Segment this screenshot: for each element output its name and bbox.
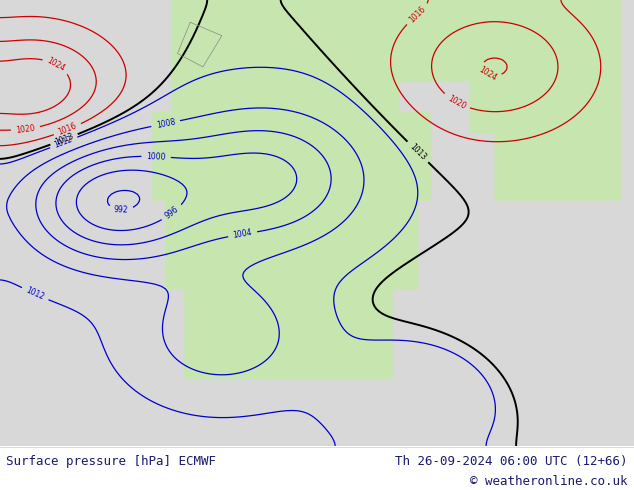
Text: 992: 992 [113, 205, 129, 215]
Text: 1008: 1008 [155, 117, 176, 130]
Text: 1000: 1000 [146, 152, 166, 162]
Text: 1013: 1013 [408, 142, 428, 162]
Text: 1020: 1020 [446, 94, 467, 111]
Text: 1024: 1024 [477, 65, 498, 83]
Text: 996: 996 [164, 205, 181, 221]
Text: 1013: 1013 [53, 132, 75, 147]
Text: 1012: 1012 [53, 135, 74, 150]
Text: Surface pressure [hPa] ECMWF: Surface pressure [hPa] ECMWF [6, 455, 216, 468]
Text: 1016: 1016 [407, 4, 427, 24]
Text: 1016: 1016 [57, 122, 78, 137]
Text: 1004: 1004 [232, 228, 253, 240]
Text: Th 26-09-2024 06:00 UTC (12+66): Th 26-09-2024 06:00 UTC (12+66) [395, 455, 628, 468]
Text: 1020: 1020 [15, 123, 36, 135]
Text: © weatheronline.co.uk: © weatheronline.co.uk [470, 475, 628, 488]
Text: 1012: 1012 [25, 286, 46, 302]
Text: 1024: 1024 [46, 56, 67, 74]
